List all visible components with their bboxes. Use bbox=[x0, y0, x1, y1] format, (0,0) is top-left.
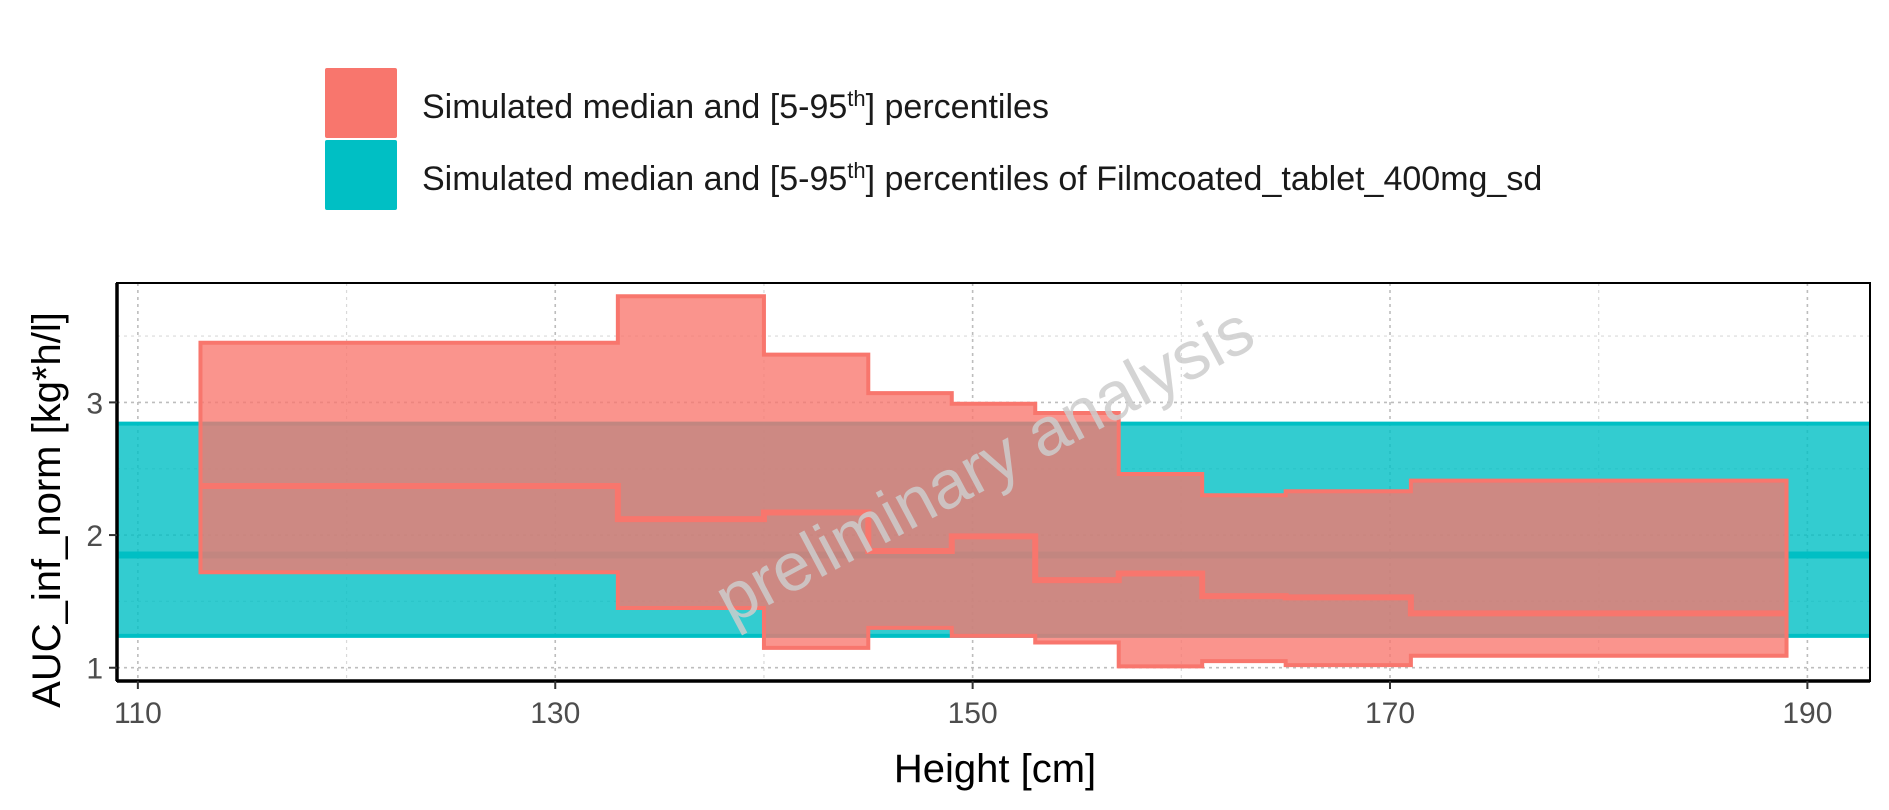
axes bbox=[115, 282, 1871, 683]
simulated-band bbox=[198, 294, 1789, 669]
legend-key-reference bbox=[325, 140, 397, 210]
x-tick-label: 150 bbox=[948, 697, 998, 730]
y-tick-label: 2 bbox=[86, 520, 103, 553]
x-tick-label: 130 bbox=[530, 697, 580, 730]
simulated-percentile-band bbox=[198, 294, 1789, 669]
tick-labels: 110 130 150 170 190 1 2 3 bbox=[86, 387, 1832, 730]
legend-label-reference: Simulated median and [5-95th] percentile… bbox=[422, 158, 1543, 198]
y-axis-title: AUC_inf_norm [kg*h/l] bbox=[25, 312, 69, 708]
x-tick-label: 190 bbox=[1782, 697, 1832, 730]
x-tick-label: 170 bbox=[1365, 697, 1415, 730]
legend-key-simulated bbox=[325, 68, 397, 138]
y-tick-label: 3 bbox=[86, 387, 103, 420]
y-tick-label: 1 bbox=[86, 653, 103, 686]
legend-label-simulated: Simulated median and [5-95th] percentile… bbox=[422, 86, 1049, 126]
x-tick-label: 110 bbox=[114, 697, 162, 730]
x-axis-title: Height [cm] bbox=[894, 747, 1096, 791]
simulated-median-line bbox=[200, 482, 1787, 617]
